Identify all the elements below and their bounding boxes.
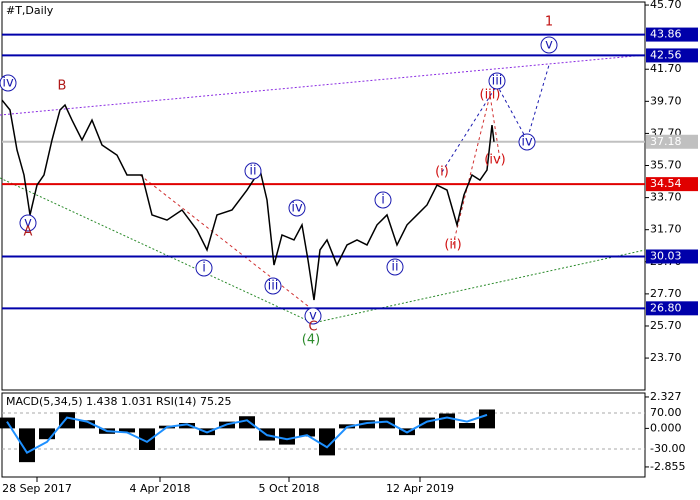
level-label: 37.18 [650, 135, 682, 148]
wave-circle [540, 36, 558, 54]
y-tick-label: 0.000 [650, 421, 682, 434]
wave-label: iv [2, 76, 14, 91]
wave-label: iii [492, 74, 503, 89]
level-label-box [646, 249, 698, 264]
y-tick-label: -2.855 [650, 460, 685, 473]
x-tick-label: 5 Oct 2018 [258, 482, 319, 495]
wave-circle [386, 258, 404, 276]
y-tick-label: 31.70 [650, 223, 682, 236]
wave-label: i [381, 193, 385, 208]
chart-title: #T,Daily [6, 4, 54, 17]
y-tick-label: 23.70 [650, 351, 682, 364]
wave-circle [374, 191, 392, 209]
y2-tick-label: -30.00 [650, 442, 685, 455]
wave-circle [488, 72, 506, 90]
y-tick-label: 35.70 [650, 159, 682, 172]
wave-circle [195, 259, 213, 277]
wave-label: v [309, 309, 317, 324]
wave-label: iii [268, 279, 279, 294]
level-label-box [646, 48, 698, 63]
wave-label: ii [391, 260, 398, 275]
wave-circle [264, 277, 282, 295]
wave-circle [19, 214, 37, 232]
wave-label: C [308, 320, 317, 335]
macd-bar [279, 428, 295, 445]
level-label-box [646, 301, 698, 316]
macd-bar [299, 428, 315, 437]
signal-line [6, 413, 488, 455]
macd-bar [359, 420, 375, 429]
wave-label: (ii) [444, 238, 461, 253]
macd-bar [419, 417, 435, 429]
wave-label: iv [291, 201, 303, 216]
y-tick-label: 33.70 [650, 191, 682, 204]
x-tick-label: 4 Apr 2018 [129, 482, 190, 495]
wave-label: iv [521, 135, 533, 150]
level-label: 34.54 [650, 177, 682, 190]
wave-label: v [545, 38, 553, 53]
macd-bar [19, 428, 35, 463]
macd-bar [439, 413, 455, 429]
indicator-title: MACD(5,34,5) 1.438 1.031 RSI(14) 75.25 [6, 395, 231, 408]
wave-label: (4) [302, 333, 320, 348]
level-label: 42.56 [650, 48, 682, 61]
wave-label: A [24, 225, 33, 240]
macd-bar [119, 428, 135, 433]
indicator-frame [1, 392, 646, 478]
wave-label: (i) [435, 165, 449, 180]
wave-circle [304, 307, 322, 325]
wave-label: B [58, 79, 67, 94]
level-label: 43.86 [650, 28, 682, 41]
wave-guide [441, 64, 550, 173]
y2-tick-label: 70.00 [650, 406, 682, 419]
wave-label: (iii) [480, 88, 501, 103]
y-tick-label: 41.70 [650, 62, 682, 75]
level-label-box [646, 134, 698, 149]
wave-label: (iv) [484, 153, 505, 168]
level-label: 26.80 [650, 301, 682, 314]
wave-circle [0, 74, 17, 92]
price-line [1, 99, 495, 301]
main-frame [1, 1, 646, 391]
macd-bar [479, 409, 495, 429]
wave-guide [0, 177, 646, 324]
macd-bar [59, 412, 75, 429]
x-tick-label: 12 Apr 2019 [386, 482, 454, 495]
wave-guide [452, 94, 501, 246]
macd-bar [39, 428, 55, 440]
wave-guide [0, 54, 646, 116]
macd-bar [459, 422, 475, 429]
macd-bar [239, 416, 255, 429]
level-label: 30.03 [650, 249, 682, 262]
y-tick-label: 2.327 [650, 390, 682, 403]
wave-label: ii [249, 164, 256, 179]
wave-circle [288, 199, 306, 217]
level-label-box [646, 177, 698, 192]
wave-circle [518, 133, 536, 151]
wave-circle [244, 162, 262, 180]
x-tick-label: 28 Sep 2017 [2, 482, 72, 495]
macd-bar [139, 428, 155, 450]
macd-bar [379, 417, 395, 429]
y-tick-label: 45.70 [650, 0, 682, 11]
macd-bar [319, 428, 335, 456]
macd-bar [179, 422, 195, 429]
wave-guide [139, 174, 314, 311]
wave-label: v [24, 216, 32, 231]
macd-bar [79, 420, 95, 429]
y-tick-label: 25.70 [650, 319, 682, 332]
y-tick-label: 27.70 [650, 287, 682, 300]
wave-label: 1 [545, 15, 553, 30]
level-label-box [646, 27, 698, 42]
wave-label: i [202, 261, 206, 276]
y-tick-label: 39.70 [650, 94, 682, 107]
